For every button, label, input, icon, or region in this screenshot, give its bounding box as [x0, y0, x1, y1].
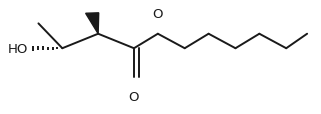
- Text: O: O: [152, 8, 163, 21]
- Polygon shape: [86, 14, 99, 34]
- Text: O: O: [129, 90, 139, 103]
- Text: HO: HO: [8, 42, 29, 55]
